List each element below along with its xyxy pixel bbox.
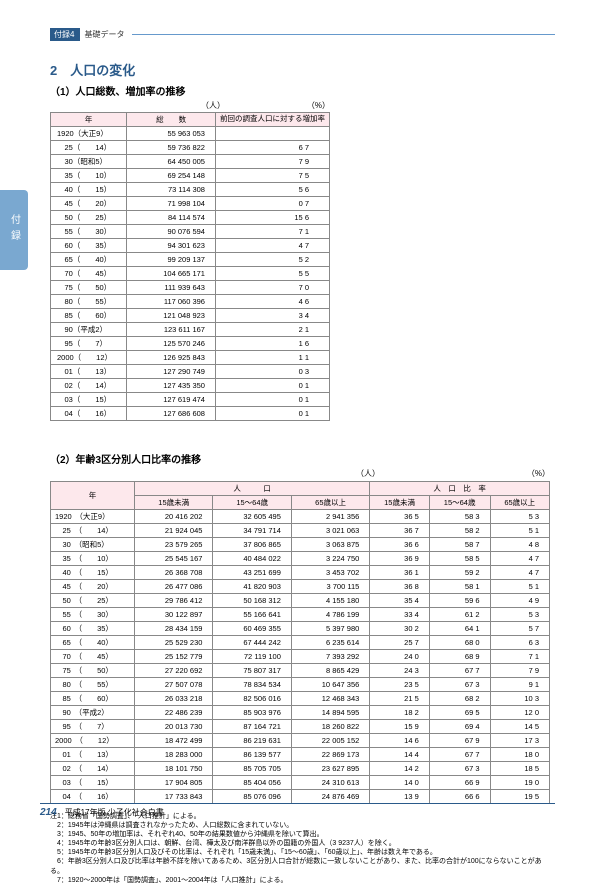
table-row: 85 （ 60）26 033 21882 506 01612 468 34321… xyxy=(51,692,550,706)
page-number: 214 xyxy=(40,807,57,818)
table-row: 90（平成2）123 611 1672 1 xyxy=(51,323,330,337)
table-row: 95（ 7）125 570 2461 6 xyxy=(51,337,330,351)
table-row: 02 （ 14）18 101 75085 705 70523 627 89514… xyxy=(51,762,550,776)
table-row: 25（ 14）59 736 8226 7 xyxy=(51,141,330,155)
table-row: 45（ 20）71 998 1040 7 xyxy=(51,197,330,211)
table2-units: （人） （%） xyxy=(50,468,555,479)
table-row: 80（ 55）117 060 3964 6 xyxy=(51,295,330,309)
unit-people: （人） xyxy=(50,100,225,111)
table-row: 45 （ 20）26 477 08641 820 9033 700 11536 … xyxy=(51,580,550,594)
table-row: 02（ 14）127 435 3500 1 xyxy=(51,379,330,393)
table-row: 40（ 15）73 114 3085 6 xyxy=(51,183,330,197)
table-row: 60 （ 35）28 434 15960 469 3555 397 98030 … xyxy=(51,622,550,636)
table-row: 30 （昭和5）23 579 26537 806 8653 063 87536 … xyxy=(51,538,550,552)
table-row: 60（ 35）94 301 6234 7 xyxy=(51,239,330,253)
unit-percent2: （%） xyxy=(380,468,550,479)
table-1: 年 総 数 前回の調査人口に対する増加率 1920（大正9）55 963 053… xyxy=(50,112,330,421)
t2-h-pop: 人 口 xyxy=(135,482,370,496)
table-row: 04（ 16）127 686 6080 1 xyxy=(51,407,330,421)
table-row: 2000（ 12）126 925 8431 1 xyxy=(51,351,330,365)
table-row: 50（ 25）84 114 57415 6 xyxy=(51,211,330,225)
table-row: 04 （ 16）17 733 84385 076 09624 876 46913… xyxy=(51,790,550,804)
table-row: 01（ 13）127 290 7490 3 xyxy=(51,365,330,379)
table-row: 1920（大正9）55 963 053 xyxy=(51,127,330,141)
table-row: 40 （ 15）26 368 70843 251 6993 453 70236 … xyxy=(51,566,550,580)
t1-h1: 総 数 xyxy=(127,113,216,127)
table-row: 03 （ 15）17 904 80585 404 05624 310 61314… xyxy=(51,776,550,790)
table-2: 年 人 口 人 口 比 率 15歳未満15～64歳65歳以上15歳未満15～64… xyxy=(50,481,550,804)
table1-units: （人） （%） xyxy=(50,100,555,111)
table-row: 50 （ 25）29 786 41250 168 3124 155 18035 … xyxy=(51,594,550,608)
t1-h0: 年 xyxy=(51,113,127,127)
table-row: 55（ 30）90 076 5947 1 xyxy=(51,225,330,239)
unit-percent: （%） xyxy=(225,100,330,111)
table-row: 03（ 15）127 619 4740 1 xyxy=(51,393,330,407)
table-row: 65 （ 40）25 529 23067 444 2426 235 61425 … xyxy=(51,636,550,650)
footer-text: 平成17年版 少子化社会白書 xyxy=(65,807,164,818)
header-rule xyxy=(132,34,555,35)
t2-h-ratio: 人 口 比 率 xyxy=(370,482,550,496)
table-row: 2000 （ 12）18 472 49986 219 63122 005 152… xyxy=(51,734,550,748)
page-footer: 214 平成17年版 少子化社会白書 xyxy=(40,803,555,818)
subtitle-1: （1）人口総数、増加率の推移 xyxy=(50,83,555,98)
content: 2 人口の変化 （1）人口総数、増加率の推移 （人） （%） 年 総 数 前回の… xyxy=(50,60,555,885)
subtitle-2: （2）年齢3区分別人口比率の推移 xyxy=(50,451,555,466)
table-row: 70（ 45）104 665 1715 5 xyxy=(51,267,330,281)
page-header: 付録4 基礎データ xyxy=(50,28,555,41)
t2-h-year: 年 xyxy=(51,482,135,510)
table-row: 65（ 40）99 209 1375 2 xyxy=(51,253,330,267)
table-row: 90 （平成2）22 486 23985 903 97614 894 59518… xyxy=(51,706,550,720)
header-tag: 付録4 xyxy=(50,28,80,41)
table-row: 30（昭和5）64 450 0057 9 xyxy=(51,155,330,169)
t1-h2: 前回の調査人口に対する増加率 xyxy=(215,113,329,127)
table-row: 1920 （大正9）20 416 20232 605 4952 941 3563… xyxy=(51,510,550,524)
table-row: 01 （ 13）18 283 00086 139 57722 869 17314… xyxy=(51,748,550,762)
table-row: 35（ 10）69 254 1487 5 xyxy=(51,169,330,183)
unit-people2: （人） xyxy=(50,468,380,479)
table-row: 70 （ 45）25 152 77972 119 1007 393 29224 … xyxy=(51,650,550,664)
table-row: 95 （ 7）20 013 73087 164 72118 260 82215 … xyxy=(51,720,550,734)
table-row: 35 （ 10）25 545 16740 484 0223 224 75036 … xyxy=(51,552,550,566)
table-row: 80 （ 55）27 507 07878 834 53410 647 35623… xyxy=(51,678,550,692)
table-row: 75（ 50）111 939 6437 0 xyxy=(51,281,330,295)
section-title: 2 人口の変化 xyxy=(50,60,555,79)
side-tab: 付録 xyxy=(0,190,28,270)
notes: 注1：総務省「国勢調査」、「人口推計」による。 2：1945年は沖縄県は調査され… xyxy=(50,812,555,885)
header-label: 基礎データ xyxy=(84,29,124,40)
table-row: 75 （ 50）27 220 69275 807 3178 865 42924 … xyxy=(51,664,550,678)
table-row: 85（ 60）121 048 9233 4 xyxy=(51,309,330,323)
table-row: 55 （ 30）30 122 89755 166 6414 786 19933 … xyxy=(51,608,550,622)
table-row: 25 （ 14）21 924 04534 791 7143 021 06336 … xyxy=(51,524,550,538)
